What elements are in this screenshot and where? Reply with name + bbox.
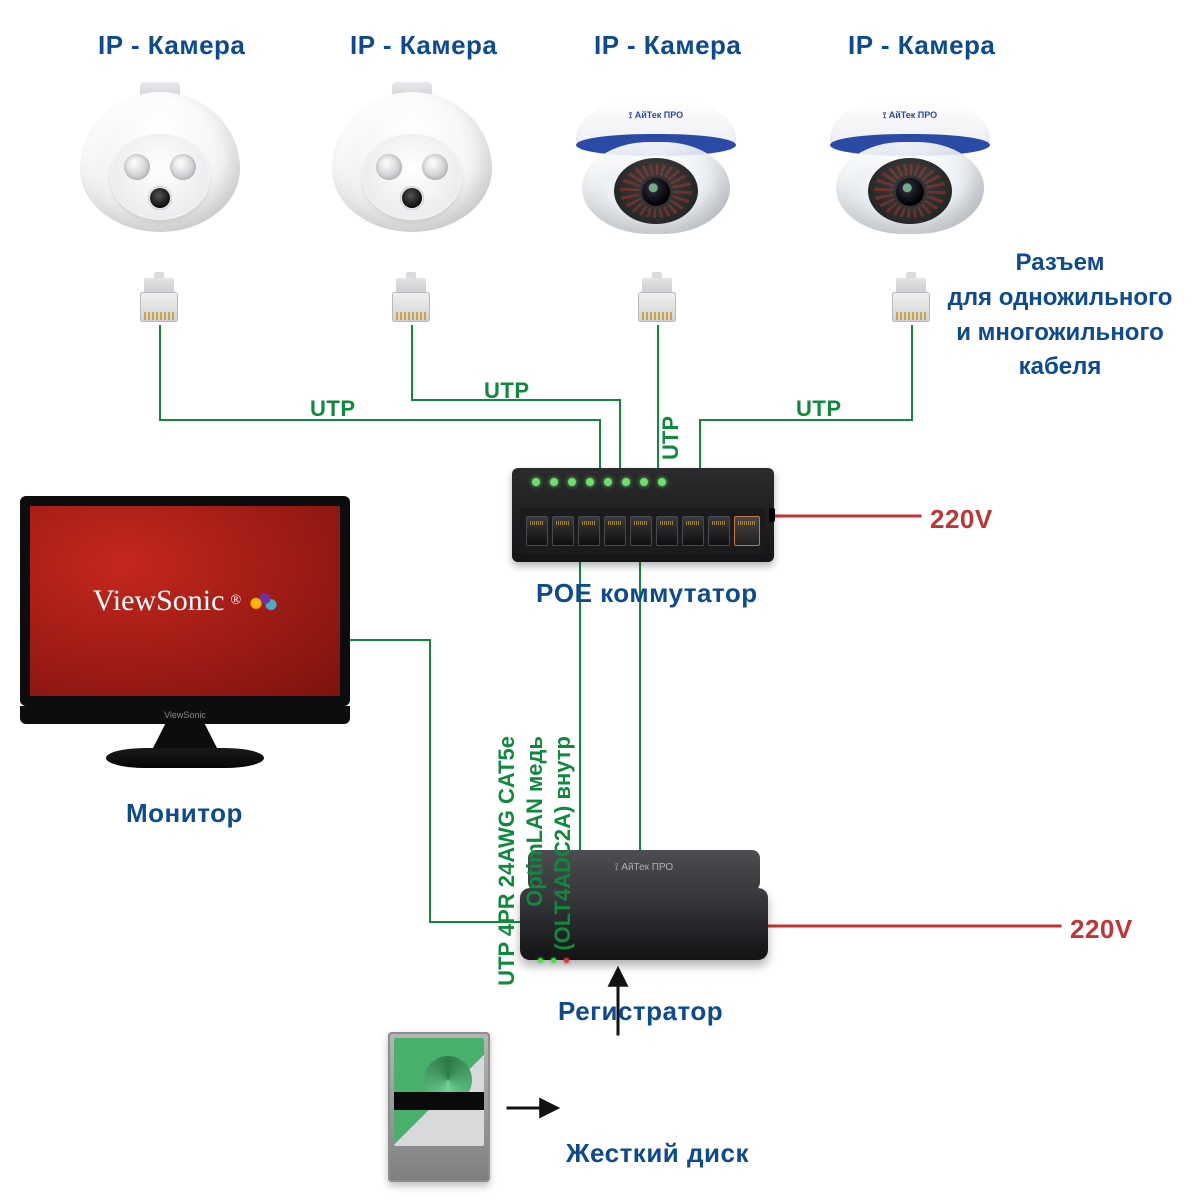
hard-disk [388,1032,490,1182]
rj45-connector-1 [140,278,178,326]
monitor-label: Монитор [126,798,243,829]
cable-label-trunk-2: OptimLAN медь [522,736,548,907]
nvr-label: Регистратор [558,996,723,1027]
poe-switch-label: POE коммутатор [536,578,758,609]
power-label-switch: 220V [930,504,993,535]
ip-camera-2 [332,82,492,232]
cable-label-utp-3: UTP [658,416,684,460]
monitor: ViewSonic® ViewSonic [20,496,350,776]
rj45-connector-4 [892,278,930,326]
rj45-connector-2 [392,278,430,326]
cable-label-trunk-1: UTP 4PR 24AWG CAT5e [494,736,520,986]
cable-label-utp-2: UTP [484,378,530,404]
poe-switch [512,468,774,562]
cable-label-utp-1: UTP [310,396,356,422]
cable-label-utp-4: UTP [796,396,842,422]
ip-camera-3: ⟟ АйТек ПРО [576,88,736,238]
camera-3-label: IP - Камера [594,30,741,61]
hdd-label: Жесткий диск [566,1138,749,1169]
rj45-description: Разъем для одножильного и многожильного … [948,246,1173,385]
ip-camera-4: ⟟ АйТек ПРО [830,88,990,238]
rj45-connector-3 [638,278,676,326]
viewsonic-birds-icon [247,589,277,613]
camera-2-label: IP - Камера [350,30,497,61]
diagram-stage: ⟟ АйТек ПРО ⟟ АйТек ПРО IP - Камера IP -… [0,0,1200,1200]
monitor-brand-text: ViewSonic [93,584,225,618]
cable-label-trunk-3: (OLT4ADC2A) внутр [550,736,576,951]
camera-4-label: IP - Камера [848,30,995,61]
power-label-nvr: 220V [1070,914,1133,945]
ip-camera-1 [80,82,240,232]
camera-1-label: IP - Камера [98,30,245,61]
